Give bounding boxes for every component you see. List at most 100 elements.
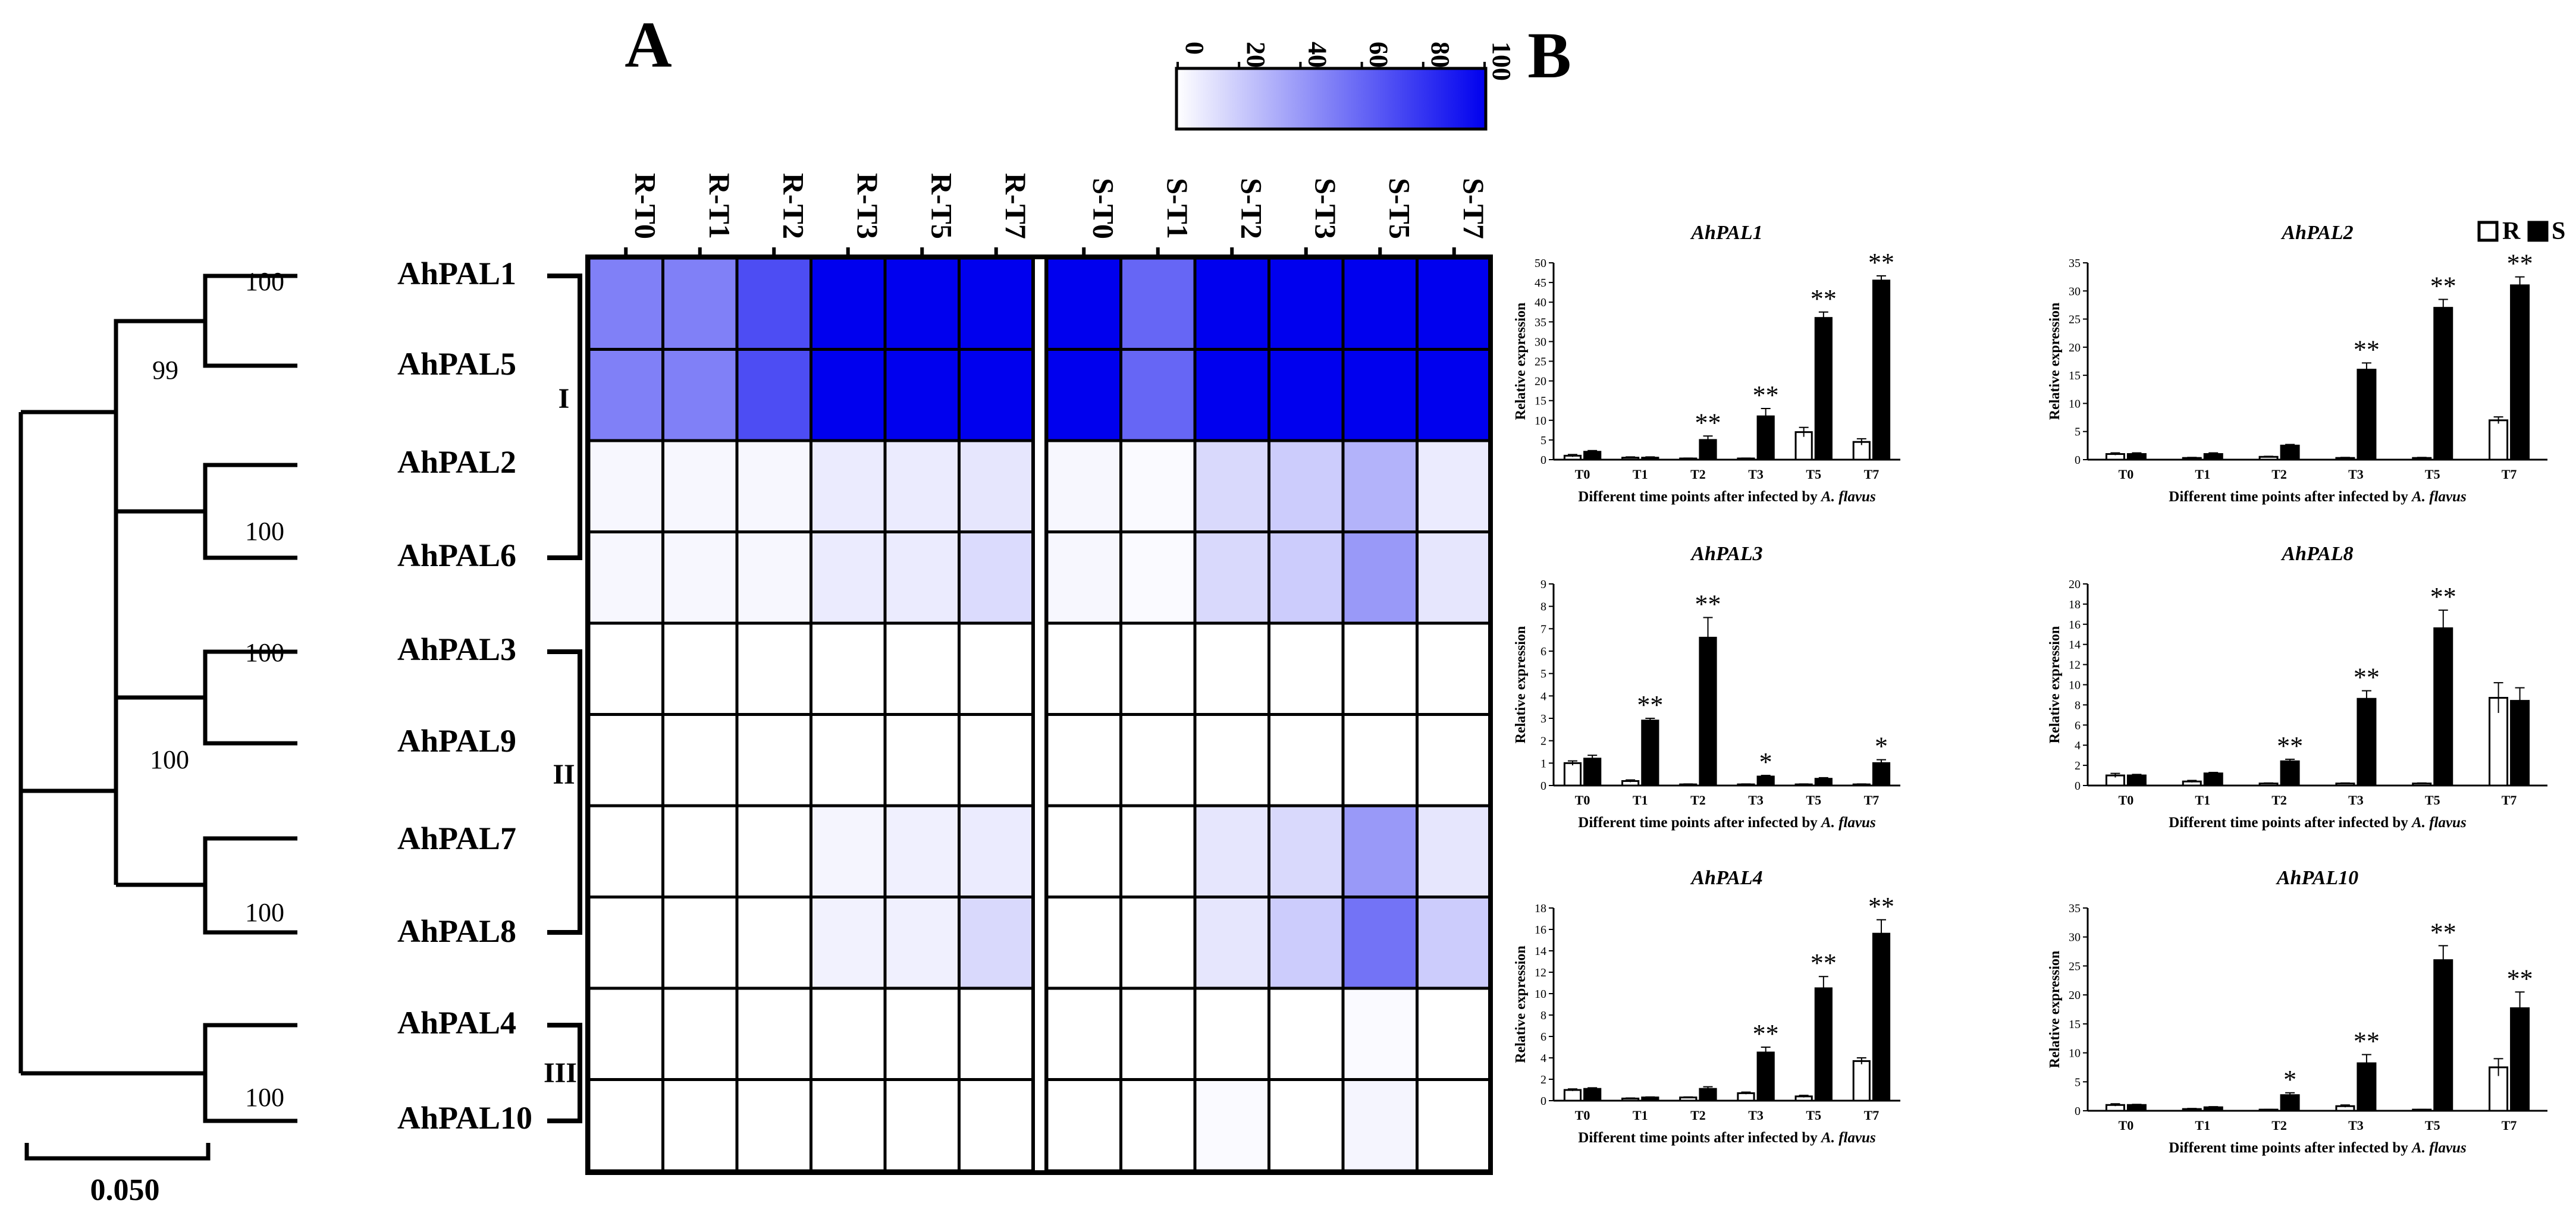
heatmap-cell (1267, 1078, 1345, 1173)
bootstrap-value: 99 (152, 356, 178, 385)
bar-chart-y-tick-label: 5 (2075, 1076, 2081, 1089)
bar-chart-x-tick-label: T0 (2119, 1118, 2134, 1133)
heatmap-cell (661, 348, 739, 442)
heatmap-cell (809, 621, 887, 716)
heatmap-cell (809, 348, 887, 442)
color-scale-tick-label: 40 (1303, 42, 1332, 68)
heatmap-cell (809, 804, 887, 898)
bootstrap-value: 100 (245, 1083, 284, 1112)
bar-chart-title: AhPAL2 (2280, 222, 2353, 244)
heatmap-cell (958, 896, 1035, 990)
heatmap-cell (1341, 348, 1419, 442)
bar-chart-y-tick-label: 6 (1540, 1031, 1546, 1044)
heatmap-cell (1416, 256, 1493, 351)
bar-chart-y-tick-label: 9 (1540, 578, 1546, 591)
bar-chart-y-tick-label: 6 (2075, 719, 2081, 732)
heatmap-cell (735, 986, 812, 1081)
bar-chart-title: AhPAL3 (1690, 543, 1762, 565)
heatmap-cell (1416, 348, 1493, 442)
heatmap-cell (809, 256, 887, 351)
significance-mark: ** (2354, 1026, 2380, 1055)
bar-chart-x-tick-label: T1 (1633, 793, 1648, 808)
bar-chart-y-tick-label: 35 (2069, 902, 2081, 915)
bar-chart-y-tick-label: 8 (2075, 699, 2081, 712)
gene-label: AhPAL9 (397, 723, 516, 759)
bar-s (1872, 932, 1891, 1102)
heatmap-cell (1193, 439, 1270, 533)
bar-s (2280, 1094, 2300, 1112)
heatmap-cell (587, 439, 664, 533)
bar-chart-ahpal1: AhPAL1 0 5 10 15 20 25 30 35 40 45 50 Relative expre… (1513, 222, 1900, 505)
heatmap-cell (809, 896, 887, 990)
group-label: I (559, 383, 570, 414)
bar-chart-y-tick-label: 10 (1535, 414, 1546, 428)
bar-chart-y-tick-label: 8 (1540, 601, 1546, 614)
significance-mark: ** (2507, 964, 2533, 993)
heatmap-cell (735, 713, 812, 808)
bar-chart-y-tick-label: 14 (1535, 945, 1546, 958)
heatmap-cell (1267, 439, 1345, 533)
bar-chart-y-tick-label: 35 (2069, 257, 2081, 270)
bar-chart-y-label: Relative expression (2047, 951, 2063, 1069)
scale-bar-label: 0.050 (90, 1173, 160, 1207)
bar-chart-x-tick-label: T3 (2348, 467, 2364, 482)
bar-chart-y-label: Relative expression (1513, 626, 1529, 744)
gene-label: AhPAL10 (397, 1100, 532, 1136)
gene-label: AhPAL5 (397, 346, 516, 382)
bar-s (1872, 279, 1891, 461)
significance-mark: * (1759, 747, 1772, 777)
heatmap-column-label: R-T7 (999, 173, 1033, 239)
heatmap-cell (1341, 986, 1419, 1081)
heatmap-cell (1045, 256, 1122, 351)
bar-chart-y-tick-label: 14 (2069, 639, 2081, 652)
heatmap-cell (1416, 713, 1493, 808)
bar-chart-y-tick-label: 4 (2075, 739, 2081, 752)
heatmap-cell (1341, 530, 1419, 625)
heatmap-cell (587, 804, 664, 898)
bar-s (1699, 636, 1717, 787)
significance-mark: ** (2430, 918, 2456, 947)
color-scale-gradient (1175, 67, 1488, 131)
color-scale-tick-label: 0 (1180, 42, 1209, 55)
panel-label-a: A (625, 8, 672, 81)
heatmap-cell (1341, 1078, 1419, 1173)
bar-chart-y-tick-label: 30 (2069, 285, 2081, 298)
bar-chart-x-tick-label: T1 (2195, 1118, 2210, 1133)
heatmap-cell (1267, 530, 1345, 625)
heatmap-cell (735, 348, 812, 442)
bar-chart-y-tick-label: 45 (1535, 277, 1546, 290)
heatmap-cell (1045, 1078, 1122, 1173)
bar-chart-y-tick-label: 10 (2069, 679, 2081, 692)
bar-chart-x-tick-label: T2 (2271, 1118, 2287, 1133)
bar-chart-y-tick-label: 50 (1535, 257, 1546, 270)
heatmap-cell (958, 348, 1035, 442)
bar-chart-y-tick-label: 2 (1540, 735, 1546, 748)
heatmap-cell (809, 713, 887, 808)
heatmap-column-label: S-T1 (1161, 178, 1194, 239)
bar-s (2280, 444, 2300, 461)
bar-chart-x-tick-label: T1 (1633, 1108, 1648, 1123)
heatmap-cell (883, 530, 961, 625)
heatmap-column-label: R-T2 (777, 173, 810, 239)
bar-chart-y-tick-label: 0 (2075, 1105, 2081, 1118)
bar-chart-y-tick-label: 3 (1540, 712, 1546, 725)
heatmap-cell (958, 530, 1035, 625)
bar-s (2510, 1007, 2530, 1112)
bar-chart-y-tick-label: 12 (1535, 966, 1546, 979)
bar-r (1852, 1060, 1871, 1102)
heatmap-column-label: S-T3 (1309, 178, 1342, 239)
bar-s (1641, 720, 1659, 787)
gene-label: AhPAL3 (397, 632, 516, 667)
significance-mark: * (1875, 732, 1888, 761)
heatmap-cell (1119, 256, 1197, 351)
bar-r (2489, 419, 2509, 461)
bar-chart-y-tick-label: 5 (1540, 434, 1546, 447)
significance-mark: ** (1695, 408, 1721, 437)
heatmap-column-label: S-T2 (1235, 178, 1268, 239)
heatmap-cell (1045, 439, 1122, 533)
heatmap-cell (661, 804, 739, 898)
heatmap-cell (1119, 1078, 1197, 1173)
phylogenetic-tree (18, 274, 297, 1123)
heatmap-column-label: R-T1 (703, 173, 736, 239)
gene-label: AhPAL2 (397, 444, 516, 480)
